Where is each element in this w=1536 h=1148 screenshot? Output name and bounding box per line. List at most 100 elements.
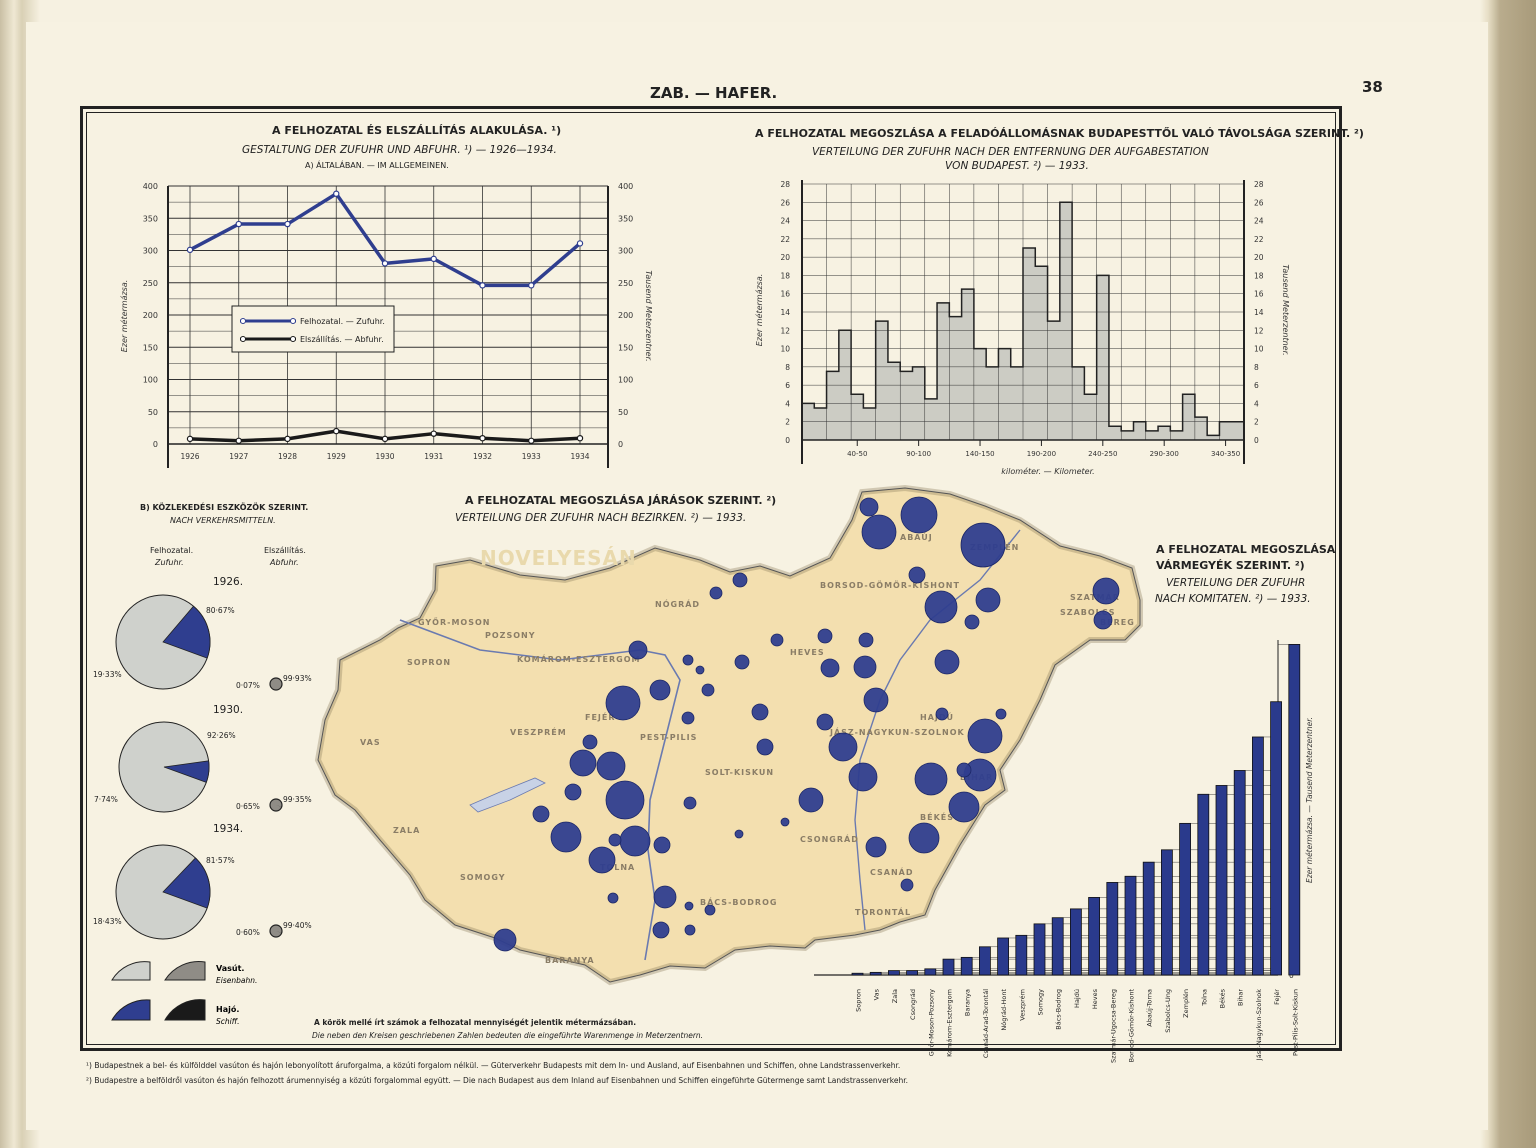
county-bar [888, 970, 900, 976]
county-chart-title-1: A FELHOZATAL MEGOSZLÁSA [1156, 543, 1336, 556]
pie-abfuhr-ship-label: 0·07% [236, 681, 260, 690]
histogram-ytick-left: 8 [785, 363, 790, 372]
county-bar [851, 972, 864, 976]
pies-col1-de: Zufuhr. [155, 558, 184, 567]
line-chart: 0 0 50 50 100 100 150 150 200 200 250 250 300 300 350 3… [143, 182, 633, 468]
county-bar [1106, 882, 1119, 976]
map-region-label: BÉKÉS [920, 811, 954, 822]
pie-abfuhr-rail-label: 99·35% [283, 795, 312, 804]
histogram-xlabel: kilométer. — Kilometer. [1001, 466, 1094, 476]
line-chart-xtick: 1927 [229, 452, 248, 461]
county-bar [942, 958, 955, 976]
county-bar [906, 970, 918, 976]
line-chart-ytick-left: 50 [148, 408, 158, 417]
map-region-label: TOLNA [600, 863, 635, 872]
map-bubble [861, 514, 897, 550]
line-chart-xtick: 1932 [473, 452, 492, 461]
map-region-label: ZALA [393, 826, 420, 835]
line-chart-ytick-right: 200 [618, 311, 633, 320]
map-bubble [732, 572, 748, 588]
line-point [528, 282, 535, 289]
histogram-ytick-left: 24 [780, 217, 790, 226]
county-xtick: Abaúj-Torna [1146, 989, 1154, 1027]
line-chart-ytick-right: 0 [618, 440, 623, 449]
map-bubble [684, 924, 696, 936]
pie-year: 1926. [213, 576, 243, 588]
map-bubble [532, 805, 550, 823]
histogram-ytick-right: 6 [1254, 381, 1259, 390]
pie-zufuhr-rail-label: 92·26% [207, 731, 236, 740]
county-bar [1233, 770, 1246, 976]
map-bubble [798, 787, 824, 813]
histogram-ytick-right: 28 [1254, 180, 1264, 189]
pie-abfuhr-ship-label: 0·65% [236, 802, 260, 811]
map-bubble [964, 614, 980, 630]
line-point [333, 190, 340, 197]
map-bubble [619, 825, 651, 857]
map-bubble [967, 718, 1003, 754]
county-xtick: Komárom-Esztergom [946, 989, 954, 1057]
county-bar [924, 968, 937, 976]
legend-abfuhr-marker [240, 336, 246, 342]
line-chart-ytick-left: 250 [143, 279, 158, 288]
line-point [430, 255, 437, 263]
pie-zufuhr-ship-label: 7·74% [94, 795, 118, 804]
county-bar [1088, 897, 1100, 976]
map-bubble [734, 829, 744, 839]
histogram-ytick-right: 22 [1254, 235, 1264, 244]
map-bubble [596, 751, 626, 781]
pies-legend: Vasút. Eisenbahn. Hajó. Schiff. [111, 961, 257, 1026]
histogram-ytick-left: 16 [780, 290, 790, 299]
line-point [333, 427, 340, 435]
line-point [235, 437, 242, 444]
histogram-ytick-left: 0 [785, 436, 790, 445]
map-bubble [770, 633, 784, 647]
line-chart-ytick-right: 150 [618, 343, 633, 352]
pies-col2-de: Abfuhr. [270, 558, 299, 567]
legend-rail-de-label: Eisenbahn. [216, 976, 257, 985]
pie-abfuhr-ship-label: 0·60% [236, 928, 260, 937]
histogram-xtick: 340-350 [1211, 450, 1240, 458]
county-bar [1288, 644, 1301, 976]
map-region-label: SOPRON [407, 658, 451, 667]
county-bar [1161, 849, 1173, 976]
line-point [430, 430, 437, 437]
map-bubble [605, 685, 641, 721]
county-xtick: Bihar [1237, 989, 1245, 1006]
map-bubble [900, 878, 914, 892]
histogram-subtitle-2: VON BUDAPEST. ²) — 1933. [945, 160, 1089, 172]
histogram-ytick-left: 10 [780, 345, 790, 354]
histogram-ytick-right: 4 [1254, 399, 1259, 408]
pie-zufuhr-ship-label: 19·33% [93, 670, 122, 679]
line-chart-ytick-right: 350 [618, 214, 633, 223]
histogram-ytick-left: 26 [780, 198, 790, 207]
legend-abfuhr-label: Elszállítás. — Abfuhr. [300, 335, 384, 344]
map-bubble [649, 679, 671, 701]
pie-year: 1934. [213, 823, 243, 835]
county-bar [869, 971, 882, 976]
histogram-ylabel-left: Ezer métermázsa. [754, 274, 764, 347]
histogram-ytick-right: 10 [1254, 345, 1264, 354]
map-bubble [569, 749, 597, 777]
map-bubble [848, 762, 878, 792]
map-bubble [900, 496, 938, 534]
map-region-label: VAS [360, 738, 381, 747]
histogram-ytick-right: 2 [1254, 418, 1259, 427]
county-chart-subtitle-2: NACH KOMITATEN. ²) — 1933. [1155, 593, 1311, 605]
county-bar [1033, 923, 1046, 976]
histogram-xtick: 240-250 [1088, 450, 1117, 458]
histogram-ytick-left: 4 [785, 399, 790, 408]
transport-pies: 1926. 80·67% 19·33% 99·93% 0·07% 1930. 92·26% 7… [93, 576, 312, 940]
footnote-1: ¹) Budapestnek a bel- és külfölddel vasú… [86, 1061, 901, 1070]
county-xtick: Borsod-Gömör-Kishont [1128, 989, 1136, 1063]
county-bar [997, 937, 1009, 976]
histogram-xtick: 140-150 [965, 450, 994, 458]
map-bubble [493, 928, 517, 952]
line-point [576, 434, 584, 442]
line-chart-ylabel-right: Tausend Meterzentner. [644, 270, 653, 361]
pie-abfuhr-ship [276, 805, 282, 808]
map-region-label: JÁSZ-NAGYKUN-SZOLNOK [829, 726, 965, 737]
map-bubble [817, 628, 833, 644]
line-point [235, 220, 242, 228]
